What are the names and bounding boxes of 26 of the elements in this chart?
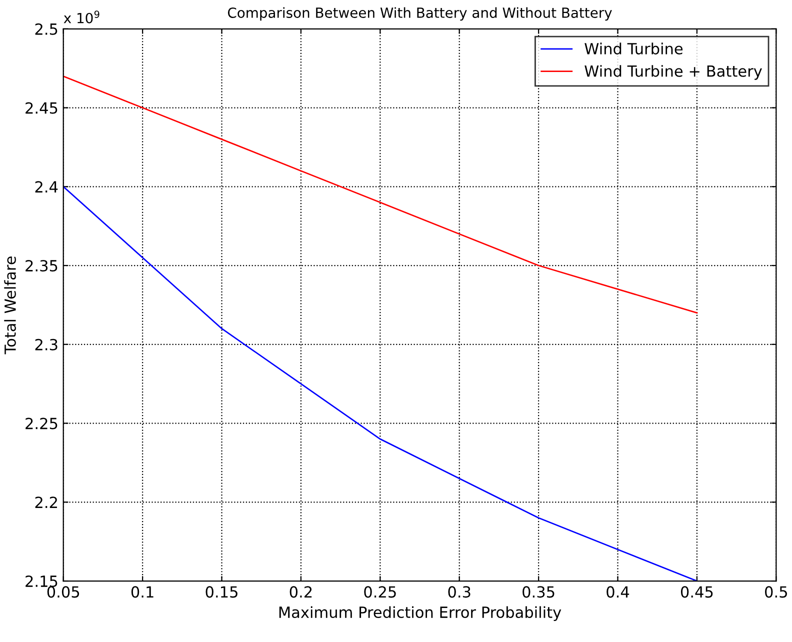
x-tick-label: 0.25 — [364, 586, 396, 598]
x-tick-label: 0.05 — [47, 586, 80, 598]
x-tick-label: 0.1 — [131, 586, 154, 598]
line-series — [63, 186, 698, 582]
y-axis-title: Total Welfare — [4, 256, 16, 354]
legend-label: Wind Turbine — [584, 42, 683, 54]
y-tick-label: 2.3 — [35, 338, 58, 350]
x-tick-label: 0.35 — [522, 586, 554, 598]
y-tick-label: 2.45 — [26, 102, 58, 114]
y-tick-label: 2.15 — [26, 575, 58, 588]
y-tick-label: 2.35 — [26, 260, 58, 272]
y-tick-label: 2.25 — [26, 418, 58, 430]
x-tick-label: 0.3 — [448, 586, 470, 598]
legend-label: Wind Turbine + Battery — [584, 65, 762, 80]
text: x 10$^{9}$ — [64, 10, 100, 24]
y-tick-label: 2.4 — [35, 181, 58, 192]
y-tick-label: 2.5 — [35, 23, 58, 35]
x-tick-label: 0.5 — [765, 586, 787, 598]
y-tick-label: 2.2 — [35, 496, 57, 508]
x-tick-label: 0.45 — [680, 586, 713, 598]
x-tick-label: 0.15 — [206, 586, 238, 598]
chart-title: Comparison Between With Battery and Without Battery — [228, 7, 612, 21]
line-series — [63, 76, 698, 314]
x-tick-label: 0.2 — [290, 586, 312, 598]
x-tick-label: 0.4 — [606, 586, 630, 598]
x-axis-title: Maximum Prediction Error Probability — [279, 606, 562, 621]
